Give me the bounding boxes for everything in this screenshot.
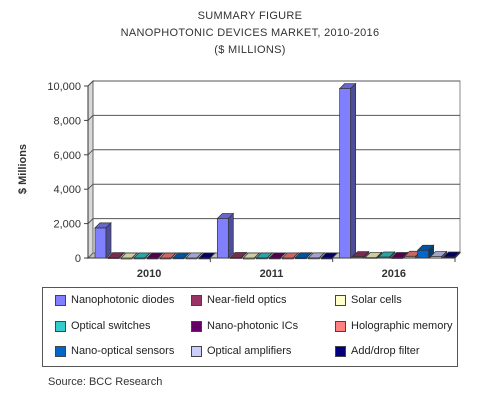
bar-optical-switches-2011 [255, 252, 274, 260]
bar-nano-photonic-ics-2011 [268, 252, 287, 260]
bar-nano-photonic-ics-2016 [390, 251, 409, 259]
bar-nanophotonic-diodes-2016 [338, 82, 357, 259]
bar-near-field-optics-2016 [351, 250, 370, 259]
legend-label: Holographic memory [351, 320, 453, 332]
bar-solar-cells-2011 [242, 252, 261, 260]
bar-solar-cells-2016 [364, 251, 383, 259]
legend-item-nanophotonic-diodes: Nanophotonic diodes [55, 294, 174, 306]
bar-optical-amplifiers-2016 [429, 250, 448, 259]
bar-add-drop-filter-2011 [320, 252, 339, 260]
x-tick-label-2016: 2016 [382, 268, 406, 280]
plot-area [92, 80, 461, 254]
y-tick-label: 0 [75, 253, 81, 265]
gridline-diagonal [87, 115, 94, 121]
y-tick-label: 8,000 [53, 115, 81, 127]
gridline-diagonal [87, 149, 94, 156]
bar-nanophotonic-diodes-2011 [216, 212, 235, 259]
legend-item-solar-cells: Solar cells [335, 294, 402, 306]
chart-legend: Nanophotonic diodes Near-field optics Sola… [42, 287, 458, 367]
bar-add-drop-filter-2016 [442, 251, 461, 259]
y-tick-label: 10,000 [47, 81, 81, 93]
legend-label: Add/drop filter [351, 345, 420, 357]
legend-swatch [191, 320, 202, 332]
legend-swatch [55, 320, 66, 332]
legend-swatch [335, 320, 346, 332]
bar-optical-switches-2016 [377, 251, 396, 259]
legend-label: Solar cells [351, 294, 402, 306]
y-tick-label: 4,000 [53, 184, 81, 196]
legend-label: Nano-photonic ICs [207, 320, 299, 332]
legend-swatch [335, 294, 346, 306]
x-tick-label-2011: 2011 [260, 268, 284, 280]
legend-swatch [191, 294, 202, 306]
x-tick-label-2010: 2010 [137, 268, 161, 280]
bar-optical-switches-2010 [133, 252, 151, 260]
bar-holographic-memory-2010 [159, 252, 177, 260]
legend-swatch [55, 294, 66, 306]
legend-swatch [55, 345, 66, 357]
y-tick-label: 6,000 [53, 150, 81, 162]
gridline-diagonal [87, 183, 94, 190]
bar-near-field-optics-2010 [107, 251, 125, 259]
legend-swatch [191, 345, 202, 357]
bar-optical-amplifiers-2011 [307, 252, 326, 260]
legend-item-near-field-optics: Near-field optics [191, 294, 286, 306]
legend-item-nano-optical-sensors: Nano-optical sensors [55, 345, 174, 357]
bar-nano-optical-sensors-2016 [416, 244, 435, 259]
bar-chart: 0 2,000 4,000 6,000 8,000 10,000 2010 2011 2016 [47, 79, 462, 280]
chart-title-line-1: SUMMARY FIGURE [197, 10, 303, 22]
bar-holographic-memory-2011 [281, 252, 300, 260]
chart-title-line-3: ($ MILLIONS) [214, 44, 286, 56]
bar-nano-optical-sensors-2011 [294, 251, 313, 260]
legend-item-nano-photonic-ics: Nano-photonic ICs [191, 320, 298, 332]
legend-label: Nano-optical sensors [71, 345, 175, 357]
bar-solar-cells-2010 [120, 252, 138, 260]
chart-title-line-2: NANOPHOTONIC DEVICES MARKET, 2010-2016 [120, 27, 380, 39]
bar-nanophotonic-diodes-2010 [94, 222, 112, 259]
plot-left-wall [87, 79, 94, 260]
legend-label: Optical switches [71, 320, 151, 332]
y-tick-label: 2,000 [53, 219, 81, 231]
legend-label: Near-field optics [207, 294, 287, 306]
bar-nano-photonic-ics-2010 [146, 252, 164, 260]
legend-item-holographic-memory: Holographic memory [335, 320, 452, 332]
bar-near-field-optics-2011 [229, 251, 248, 259]
legend-label: Optical amplifiers [207, 345, 292, 357]
legend-item-optical-amplifiers: Optical amplifiers [191, 345, 291, 357]
legend-swatch [335, 345, 346, 357]
legend-item-optical-switches: Optical switches [55, 320, 150, 332]
bar-nano-optical-sensors-2010 [172, 251, 190, 260]
gridline-diagonal [87, 218, 94, 224]
source-note: Source: BCC Research [48, 376, 163, 388]
legend-item-add-drop-filter: Add/drop filter [335, 345, 419, 357]
legend-label: Nanophotonic diodes [71, 294, 175, 306]
gridline-diagonal [87, 80, 94, 87]
bar-optical-amplifiers-2010 [185, 252, 203, 260]
